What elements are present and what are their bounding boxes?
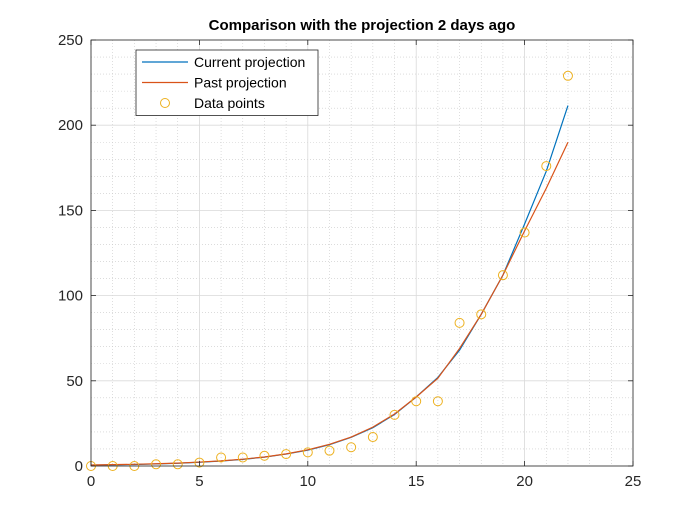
y-tick-label: 200 — [58, 117, 83, 134]
data-point — [259, 450, 270, 461]
data-point — [324, 445, 335, 456]
x-tick-label: 5 — [195, 473, 203, 490]
series-1 — [90, 141, 569, 466]
legend: Current projection Past projection Data po… — [135, 49, 319, 116]
data-point — [367, 432, 378, 443]
data-point — [454, 317, 465, 328]
x-tick-label: 15 — [408, 473, 425, 490]
data-point — [411, 396, 422, 407]
y-tick-label: 250 — [58, 32, 83, 49]
data-point — [346, 442, 357, 453]
data-point — [519, 227, 530, 238]
data-point — [172, 459, 183, 470]
y-tick-label: 150 — [58, 202, 83, 219]
legend-label: Current projection — [194, 54, 305, 70]
legend-label: Past projection — [194, 75, 287, 91]
x-tick-label: 10 — [299, 473, 316, 490]
data-point — [541, 161, 552, 172]
data-point — [237, 452, 248, 463]
series-line — [90, 141, 569, 466]
data-point — [476, 309, 487, 320]
data-point — [389, 409, 400, 420]
series-2 — [86, 70, 573, 471]
x-tick-label: 25 — [625, 473, 642, 490]
data-point — [302, 447, 313, 458]
data-point — [432, 396, 443, 407]
legend-swatch-marker — [160, 98, 170, 108]
series-layer — [86, 70, 573, 471]
data-point — [281, 449, 292, 460]
x-tick-label: 20 — [516, 473, 533, 490]
data-point — [216, 452, 227, 463]
data-point — [497, 270, 508, 281]
data-point — [194, 457, 205, 468]
data-point — [562, 70, 573, 81]
data-point — [151, 459, 162, 470]
x-tick-label: 0 — [87, 473, 95, 490]
axes-box — [90, 39, 634, 467]
minor-grid — [91, 40, 633, 466]
y-tick-label: 100 — [58, 288, 83, 305]
legend-label: Data points — [194, 95, 265, 111]
y-tick-label: 50 — [66, 373, 83, 390]
chart-title: Comparison with the projection 2 days ag… — [209, 17, 516, 34]
y-tick-label: 0 — [75, 458, 83, 475]
